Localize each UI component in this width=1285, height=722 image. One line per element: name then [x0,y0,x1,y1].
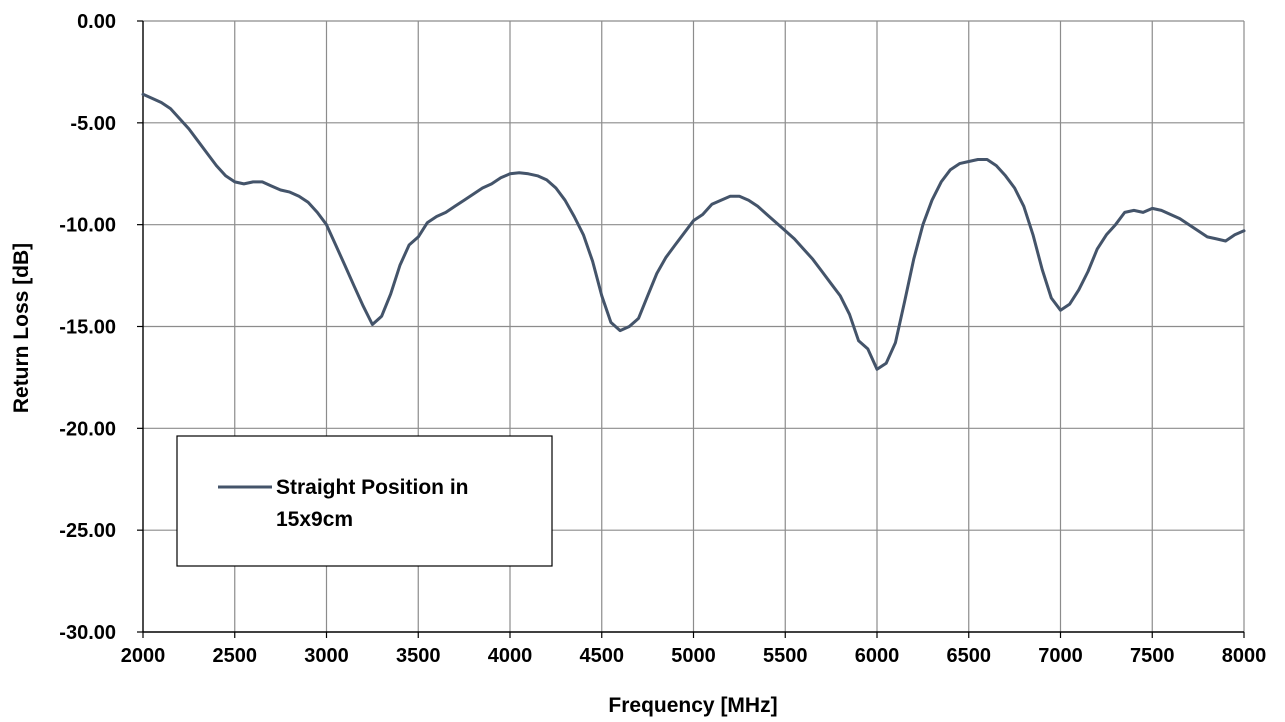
grid-lines [143,20,1245,632]
series-layer [141,92,1246,371]
x-tick-label: 7500 [1130,645,1175,667]
y-axis-title: Return Loss [dB] [10,243,33,413]
x-tick-label: 4000 [488,645,533,667]
x-tick-label: 3000 [304,645,349,667]
x-tick-label: 5500 [763,645,808,667]
x-tick-label: 3500 [396,645,441,667]
legend-label-line-1: Straight Position in [276,476,469,499]
x-tick-label: 6000 [855,645,900,667]
legend: Straight Position in 15x9cm [176,435,553,567]
axes [137,20,1245,638]
x-tick-label: 2000 [121,645,166,667]
y-tick-label: -10.00 [59,215,116,237]
x-tick-label: 4500 [580,645,625,667]
series-line-straight-position [141,92,1246,371]
x-axis-title: Frequency [MHz] [608,694,777,717]
x-tick-label: 6500 [947,645,992,667]
y-tick-label: -25.00 [59,520,116,542]
y-tick-label: -15.00 [59,317,116,339]
legend-box [176,435,553,567]
x-tick-label: 8000 [1222,645,1267,667]
x-tick-label: 2500 [213,645,258,667]
y-tick-labels: 0.00 -5.00 -10.00 -15.00 -20.00 -25.00 -30.00 [59,11,116,644]
y-tick-label: -30.00 [59,622,116,644]
x-tick-label: 5000 [671,645,716,667]
y-tick-label: 0.00 [77,11,116,33]
x-tick-labels: 2000 2500 3000 3500 4000 4500 5000 5500 6000 6500… [121,645,1267,667]
y-tick-label: -20.00 [59,418,116,440]
x-tick-label: 7000 [1038,645,1083,667]
y-tick-label: -5.00 [70,113,116,135]
legend-label-line-2: 15x9cm [276,508,353,531]
